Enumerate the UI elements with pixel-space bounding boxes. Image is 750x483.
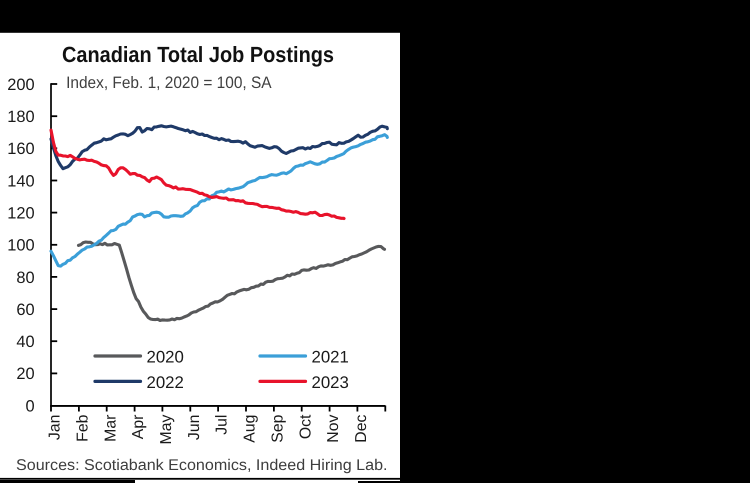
svg-text:Feb: Feb [75, 414, 92, 441]
svg-text:2021: 2021 [312, 348, 349, 367]
svg-text:Jan: Jan [47, 415, 64, 440]
svg-text:Oct: Oct [297, 414, 314, 439]
svg-text:May: May [158, 414, 175, 444]
svg-text:20: 20 [16, 365, 34, 383]
svg-text:Sources: Scotiabank Economics,: Sources: Scotiabank Economics, Indeed Hi… [16, 457, 388, 474]
svg-text:2023: 2023 [312, 373, 349, 392]
svg-text:Sep: Sep [270, 414, 287, 442]
svg-text:140: 140 [7, 172, 34, 190]
svg-text:Dec: Dec [353, 415, 370, 443]
svg-text:180: 180 [7, 108, 34, 126]
svg-text:60: 60 [16, 301, 34, 319]
svg-text:Apr: Apr [130, 415, 147, 440]
svg-text:Jul: Jul [214, 415, 231, 435]
svg-text:Mar: Mar [102, 415, 119, 442]
svg-text:Aug: Aug [242, 415, 259, 443]
svg-text:2020: 2020 [147, 348, 184, 367]
svg-text:200: 200 [7, 76, 34, 94]
svg-text:100: 100 [7, 237, 34, 255]
svg-text:40: 40 [16, 333, 34, 351]
svg-text:Nov: Nov [325, 415, 342, 443]
svg-text:0: 0 [25, 397, 34, 415]
svg-text:2022: 2022 [147, 373, 184, 392]
svg-text:Jun: Jun [186, 415, 203, 440]
svg-text:Canadian Total Job Postings: Canadian Total Job Postings [62, 42, 334, 67]
svg-text:80: 80 [16, 269, 34, 287]
svg-text:Index, Feb. 1, 2020 = 100, SA: Index, Feb. 1, 2020 = 100, SA [66, 73, 272, 92]
svg-text:120: 120 [7, 205, 34, 223]
svg-text:160: 160 [7, 140, 34, 158]
